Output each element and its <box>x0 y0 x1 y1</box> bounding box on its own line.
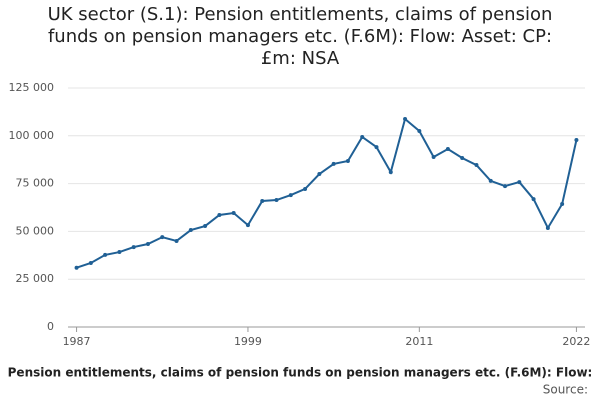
point <box>160 235 165 240</box>
point <box>331 161 336 166</box>
point <box>345 159 350 164</box>
point <box>231 211 236 216</box>
point <box>445 146 450 151</box>
point <box>474 163 479 168</box>
point <box>517 180 522 185</box>
point <box>174 238 179 243</box>
point <box>374 145 379 150</box>
point <box>388 170 393 175</box>
chart-title: UK sector (S.1): Pension entitlements, c… <box>47 4 553 69</box>
point <box>288 193 293 198</box>
point <box>145 242 150 247</box>
point <box>74 265 79 270</box>
point <box>131 245 136 250</box>
y-tick-label: 125 000 <box>9 81 55 94</box>
point <box>574 138 579 143</box>
point <box>403 116 408 121</box>
y-tick-label: 100 000 <box>9 129 55 142</box>
point <box>260 198 265 203</box>
source: Source: <box>543 383 588 397</box>
point <box>460 155 465 160</box>
point <box>217 212 222 217</box>
point <box>103 252 108 257</box>
x-axis-title: Pension entitlements, claims of pension … <box>8 366 593 380</box>
point <box>317 172 322 177</box>
point <box>431 155 436 160</box>
x-tick-label: 2022 <box>562 335 590 348</box>
y-tick-label: 75 000 <box>16 177 55 190</box>
x-tick-label: 2011 <box>405 335 433 348</box>
point <box>188 228 193 233</box>
point <box>545 225 550 230</box>
point <box>360 134 365 139</box>
point <box>531 197 536 202</box>
point <box>117 250 122 255</box>
point <box>88 260 93 265</box>
y-tick-label: 50 000 <box>16 224 55 237</box>
point <box>503 184 508 189</box>
point <box>488 178 493 183</box>
point <box>274 198 279 203</box>
point <box>417 129 422 134</box>
x-tick-label: 1987 <box>63 335 91 348</box>
y-tick-label: 0 <box>47 320 54 333</box>
line <box>76 117 578 269</box>
point <box>245 223 250 228</box>
point <box>303 186 308 191</box>
point <box>203 224 208 229</box>
y-tick-label: 25 000 <box>16 272 55 285</box>
point <box>560 202 565 207</box>
x-tick-label: 1999 <box>234 335 262 348</box>
